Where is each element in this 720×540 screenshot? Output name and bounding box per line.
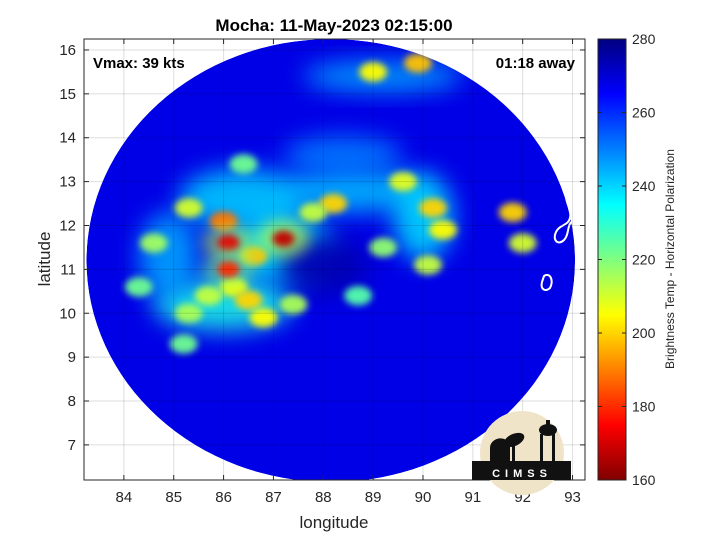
colorbar: 160 180 200 220 240 260 280 Brightness Temp - … (597, 31, 677, 488)
y-tick-label: 12 (59, 217, 76, 234)
x-axis: 84 85 86 87 88 89 90 91 92 93 (116, 39, 581, 506)
swath-image (86, 39, 576, 480)
grid (84, 39, 585, 480)
y-tick-label: 8 (68, 393, 76, 410)
colorbar-tick-label: 160 (632, 472, 656, 488)
swath-feature-cell (169, 334, 198, 354)
swath-feature-cell (174, 303, 203, 323)
vmax-annotation: Vmax: 39 kts (93, 55, 185, 72)
y-tick-label: 7 (68, 437, 76, 454)
swath-feature-cell (229, 154, 258, 174)
time-away-annotation: 01:18 away (496, 55, 576, 72)
y-axis: 7 8 9 10 11 12 13 14 15 16 (59, 42, 585, 454)
colorbar-label: Brightness Temp - Horizontal Polarizatio… (663, 149, 677, 369)
swath-feature-cell (508, 233, 537, 253)
swath-feature-cell (279, 294, 308, 315)
coastline (540, 157, 584, 354)
swath-feature-cell (389, 171, 418, 192)
x-tick-label: 86 (215, 489, 232, 506)
colorbar-ticks: 160 180 200 220 240 260 280 (598, 31, 656, 488)
swath-feature-cell (359, 62, 388, 82)
cimss-logo: CIMSS (472, 411, 571, 495)
y-tick-label: 16 (59, 42, 76, 59)
y-tick-label: 9 (68, 349, 76, 366)
swath-feature-cell (174, 198, 203, 218)
swath-feature-cell (124, 277, 153, 297)
y-tick-label: 13 (59, 174, 76, 191)
y-tick-label: 14 (59, 130, 76, 147)
feature-layer (124, 53, 537, 354)
swath-feature-cell (414, 255, 442, 275)
swath-feature-cell (418, 198, 447, 218)
swath-feature-cell (139, 233, 168, 253)
colorbar-tick-label: 220 (632, 252, 656, 268)
swath-feature-band (283, 168, 423, 213)
x-tick-label: 91 (464, 489, 481, 506)
swath-feature-band (178, 168, 309, 230)
y-tick-label: 11 (60, 261, 76, 278)
y-axis-label: latitude (35, 232, 54, 287)
swath-feature-cell (428, 220, 457, 240)
swath-feature-band (283, 135, 404, 176)
x-tick-label: 84 (116, 489, 133, 506)
colorbar-tick-label: 280 (632, 31, 656, 47)
swath-feature-cell (194, 286, 223, 306)
y-tick-label: 15 (59, 86, 76, 103)
x-tick-label: 90 (415, 489, 432, 506)
x-tick-label: 89 (365, 489, 382, 506)
swath-feature-cell (404, 53, 432, 73)
swath-feature-cell (498, 202, 527, 222)
swath-feature-cell (299, 202, 328, 222)
x-axis-label: longitude (299, 513, 368, 532)
x-tick-label: 88 (315, 489, 332, 506)
colorbar-tick-label: 180 (632, 399, 656, 415)
swath-feature-cell (344, 286, 373, 306)
swath-feature-core (272, 230, 295, 247)
swath-feature-core (217, 261, 240, 278)
chart-title: Mocha: 11-May-2023 02:15:00 (215, 16, 452, 35)
swath-feature-cell (234, 290, 263, 310)
colorbar-tick-label: 260 (632, 105, 656, 121)
y-tick-label: 10 (59, 305, 76, 322)
swath-feature-cell (369, 237, 398, 258)
colorbar-tick-label: 200 (632, 325, 656, 341)
swath-feature-cell (249, 307, 278, 328)
axes-frame (83, 38, 586, 481)
cimss-logo-text: CIMSS (492, 468, 552, 480)
swath-feature-core (217, 235, 240, 251)
colorbar-tick-label: 240 (632, 178, 656, 194)
colorbar-gradient (597, 38, 627, 481)
swath-feature-cell (319, 193, 348, 214)
x-tick-label: 87 (265, 489, 282, 506)
x-tick-label: 93 (564, 489, 581, 506)
x-tick-label: 85 (165, 489, 182, 506)
